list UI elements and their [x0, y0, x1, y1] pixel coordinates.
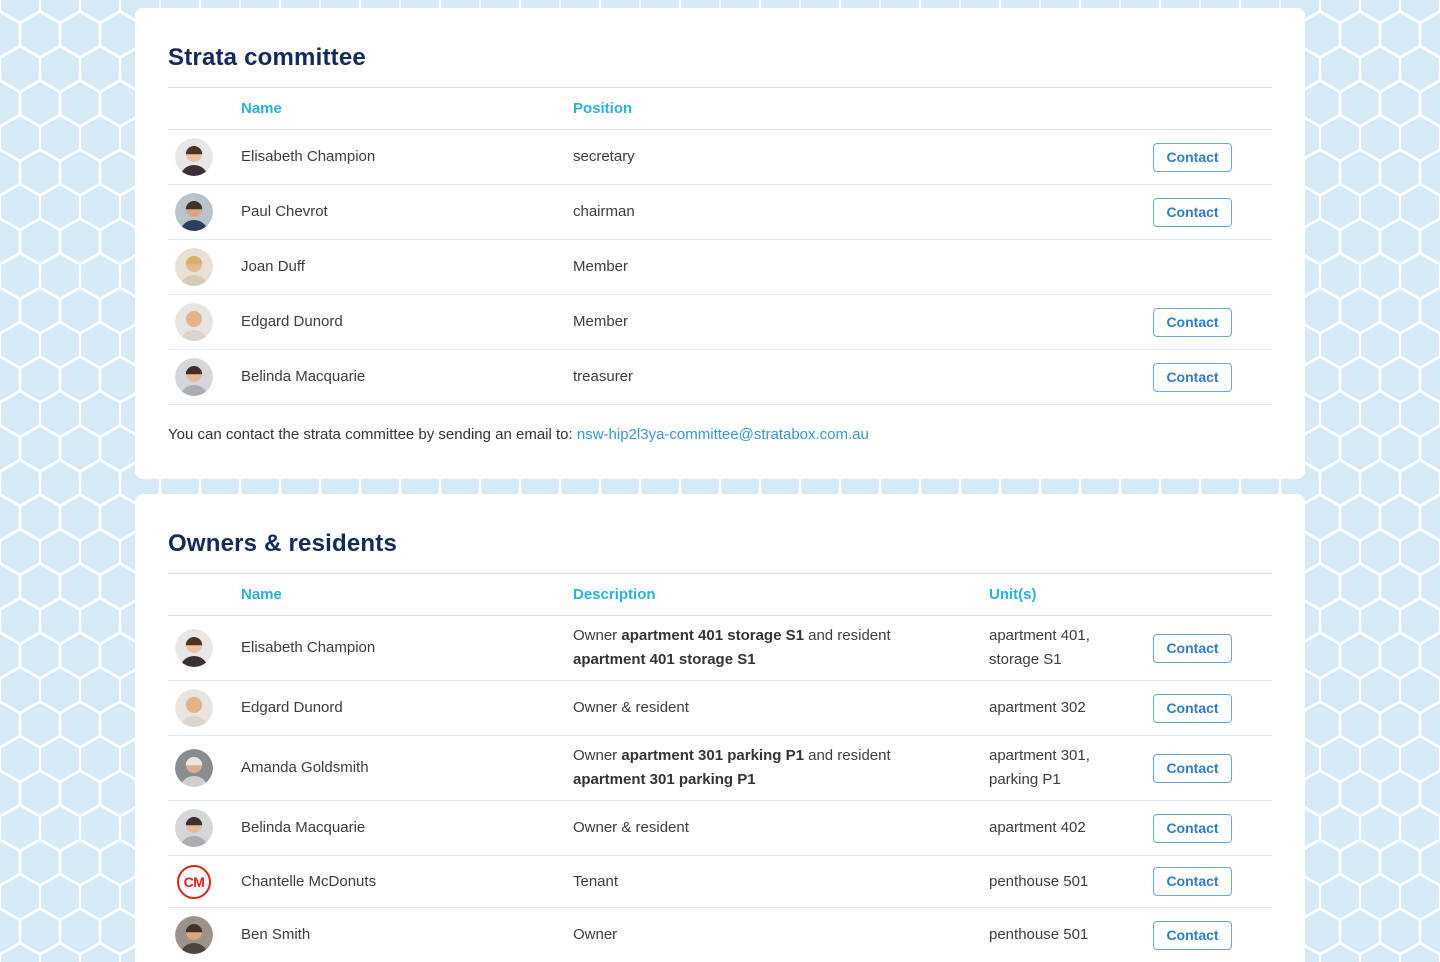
committee-table-header: Name Position — [168, 88, 1272, 130]
owners-row-amanda: Amanda Goldsmith Owner apartment 301 par… — [168, 736, 1272, 801]
owner-description: Owner apartment 301 parking P1 and resid… — [573, 747, 891, 788]
avatar-photo — [175, 629, 213, 667]
owner-description: Owner — [573, 926, 618, 943]
owner-units: penthouse 501 — [989, 926, 1089, 943]
avatar-photo — [175, 689, 213, 727]
avatar-initials: CM — [177, 864, 211, 899]
owner-units: penthouse 501 — [989, 872, 1089, 890]
owner-units: apartment 302 — [989, 699, 1086, 716]
owner-name: Edgard Dunord — [241, 699, 343, 716]
member-position: Member — [573, 258, 629, 275]
owners-title: Owners & residents — [168, 530, 398, 557]
avatar-photo — [175, 809, 213, 847]
owners-table: Name Description Unit(s) Elisabeth Champ… — [168, 573, 1272, 962]
contact-button[interactable]: Contact — [1153, 197, 1232, 227]
committee-row-paul: Paul Chevrot chairman Contact — [168, 185, 1272, 240]
member-position: chairman — [573, 203, 635, 220]
strata-committee-card: Strata committee Name Position Elisabeth… — [135, 8, 1305, 479]
column-header-units: Unit(s) — [989, 586, 1037, 603]
avatar-photo — [175, 138, 213, 176]
avatar-photo — [175, 358, 213, 396]
contact-button[interactable]: Contact — [1153, 813, 1232, 843]
owners-residents-card: Owners & residents Name Description Unit… — [135, 494, 1305, 962]
owner-description: Owner & resident — [573, 699, 689, 716]
member-position: secretary — [573, 148, 635, 165]
contact-button[interactable]: Contact — [1153, 633, 1232, 663]
member-position: Member — [573, 313, 629, 330]
owner-name: Elisabeth Champion — [241, 639, 376, 656]
member-name: Joan Duff — [241, 258, 305, 275]
contact-note-text: You can contact the strata committee by … — [168, 426, 573, 443]
committee-row-joan: Joan Duff Member — [168, 240, 1272, 295]
avatar-photo — [175, 303, 213, 341]
committee-row-elisabeth: Elisabeth Champion secretary Contact — [168, 130, 1272, 185]
committee-email-link[interactable]: nsw-hip2l3ya-committee@stratabox.com.au — [576, 426, 869, 443]
avatar-photo — [175, 193, 213, 231]
member-name: Paul Chevrot — [241, 203, 328, 220]
column-header-name: Name — [241, 586, 282, 603]
owner-description: Owner apartment 401 storage S1 and resid… — [573, 627, 891, 668]
owner-description: Tenant — [573, 872, 619, 890]
owners-row-belinda: Belinda Macquarie Owner & resident apart… — [168, 801, 1272, 856]
owners-row-ben: Ben Smith Owner penthouse 501 Contact — [168, 908, 1272, 962]
contact-button[interactable]: Contact — [1153, 693, 1232, 723]
avatar-photo — [175, 749, 213, 787]
contact-button[interactable]: Contact — [1153, 362, 1232, 392]
committee-contact-note: You can contact the strata committee by … — [168, 426, 1272, 443]
committee-row-edgard: Edgard Dunord Member Contact — [168, 295, 1272, 350]
contact-button[interactable]: Contact — [1153, 867, 1232, 896]
contact-button[interactable]: Contact — [1153, 142, 1232, 172]
contact-button[interactable]: Contact — [1153, 753, 1232, 783]
committee-row-belinda: Belinda Macquarie treasurer Contact — [168, 350, 1272, 405]
contact-button[interactable]: Contact — [1153, 307, 1232, 337]
owners-row-elisabeth: Elisabeth Champion Owner apartment 401 s… — [168, 616, 1272, 681]
column-header-description: Description — [573, 586, 656, 603]
owners-row-edgard: Edgard Dunord Owner & resident apartment… — [168, 681, 1272, 736]
member-name: Edgard Dunord — [241, 313, 343, 330]
contact-button[interactable]: Contact — [1153, 920, 1232, 950]
committee-title: Strata committee — [168, 44, 366, 71]
owners-row-chantelle: CM Chantelle McDonuts Tenant penthouse 5… — [168, 856, 1272, 908]
owners-table-header: Name Description Unit(s) — [168, 574, 1272, 616]
owner-name: Belinda Macquarie — [241, 819, 366, 836]
owner-name: Amanda Goldsmith — [241, 759, 369, 776]
member-name: Belinda Macquarie — [241, 368, 366, 385]
owner-name: Chantelle McDonuts — [241, 872, 377, 890]
column-header-position: Position — [573, 100, 633, 117]
column-header-name: Name — [241, 100, 282, 117]
owner-units: apartment 402 — [989, 819, 1086, 836]
committee-table: Name Position Elisabeth Champion secreta… — [168, 87, 1272, 405]
member-position: treasurer — [573, 368, 634, 385]
owner-description: Owner & resident — [573, 819, 689, 836]
owner-name: Ben Smith — [241, 926, 311, 943]
avatar-photo — [175, 916, 213, 954]
avatar-photo — [175, 248, 213, 286]
member-name: Elisabeth Champion — [241, 148, 376, 165]
owner-units: apartment 401, storage S1 — [989, 627, 1090, 668]
owner-units: apartment 301, parking P1 — [989, 747, 1090, 788]
